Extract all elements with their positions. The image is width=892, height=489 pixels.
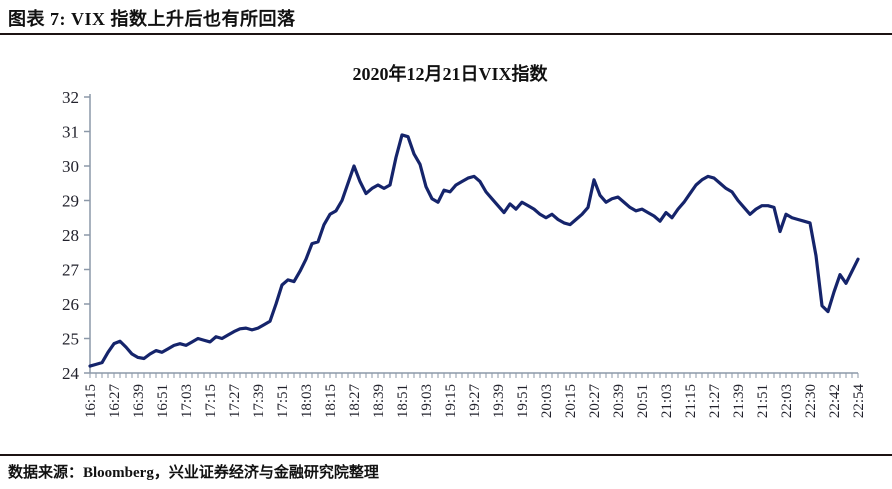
x-tick-label: 20:51 (635, 384, 651, 418)
x-tick-label: 22:42 (827, 384, 843, 418)
header-rule (0, 33, 892, 35)
x-tick-label: 22:54 (851, 384, 867, 419)
vix-series-line (88, 133, 860, 368)
vix-line-chart: 24 25 26 27 28 29 30 31 32 16:15 16:27 16:39 16:51 17… (62, 88, 867, 419)
x-tick-label: 19:15 (443, 384, 459, 418)
x-tick-label: 21:39 (731, 384, 747, 418)
x-tick-label: 20:27 (587, 384, 603, 419)
data-source: 数据来源：Bloomberg，兴业证券经济与金融研究院整理 (8, 465, 379, 481)
x-tick-label: 21:27 (707, 384, 723, 419)
x-tick-label: 17:51 (275, 384, 291, 418)
x-tick-label: 18:03 (299, 384, 315, 418)
x-tick-label: 20:03 (539, 384, 555, 418)
x-tick-label: 16:15 (83, 384, 99, 418)
x-tick-label: 17:03 (179, 384, 195, 418)
x-tick-label: 16:51 (155, 384, 171, 418)
x-tick-label: 19:51 (515, 384, 531, 418)
y-tick-label: 26 (62, 295, 79, 314)
x-tick-label: 19:03 (419, 384, 435, 418)
x-tick-label: 19:27 (467, 384, 483, 419)
x-tick-label: 17:27 (227, 384, 243, 419)
y-tick-label: 30 (62, 157, 79, 176)
y-tick-label: 29 (62, 192, 79, 211)
chart-title: 2020年12月21日VIX指数 (352, 64, 548, 84)
y-tick-label: 25 (62, 330, 79, 349)
x-tick-label: 18:27 (347, 384, 363, 419)
y-tick-label: 24 (62, 364, 80, 383)
x-tick-label: 22:30 (803, 384, 819, 418)
x-tick-label: 21:15 (683, 384, 699, 418)
y-tick-label: 27 (62, 261, 80, 280)
x-tick-label: 16:39 (131, 384, 147, 418)
footer-rule (0, 454, 892, 456)
x-tick-label: 21:51 (755, 384, 771, 418)
y-tick-label: 28 (62, 226, 79, 245)
x-tick-label: 22:03 (779, 384, 795, 418)
x-tick-label: 21:03 (659, 384, 675, 418)
y-tick-label: 31 (62, 123, 79, 142)
x-tick-label: 20:15 (563, 384, 579, 418)
x-tick-label: 17:39 (251, 384, 267, 418)
y-tick-label: 32 (62, 88, 79, 107)
x-tick-label: 18:51 (395, 384, 411, 418)
x-tick-label: 17:15 (203, 384, 219, 418)
figure-caption: 图表 7: VIX 指数上升后也有所回落 (8, 9, 296, 29)
x-tick-label: 18:15 (323, 384, 339, 418)
x-tick-label: 19:39 (491, 384, 507, 418)
x-tick-label: 16:27 (107, 384, 123, 419)
x-tick-label: 20:39 (611, 384, 627, 418)
x-tick-label: 18:39 (371, 384, 387, 418)
